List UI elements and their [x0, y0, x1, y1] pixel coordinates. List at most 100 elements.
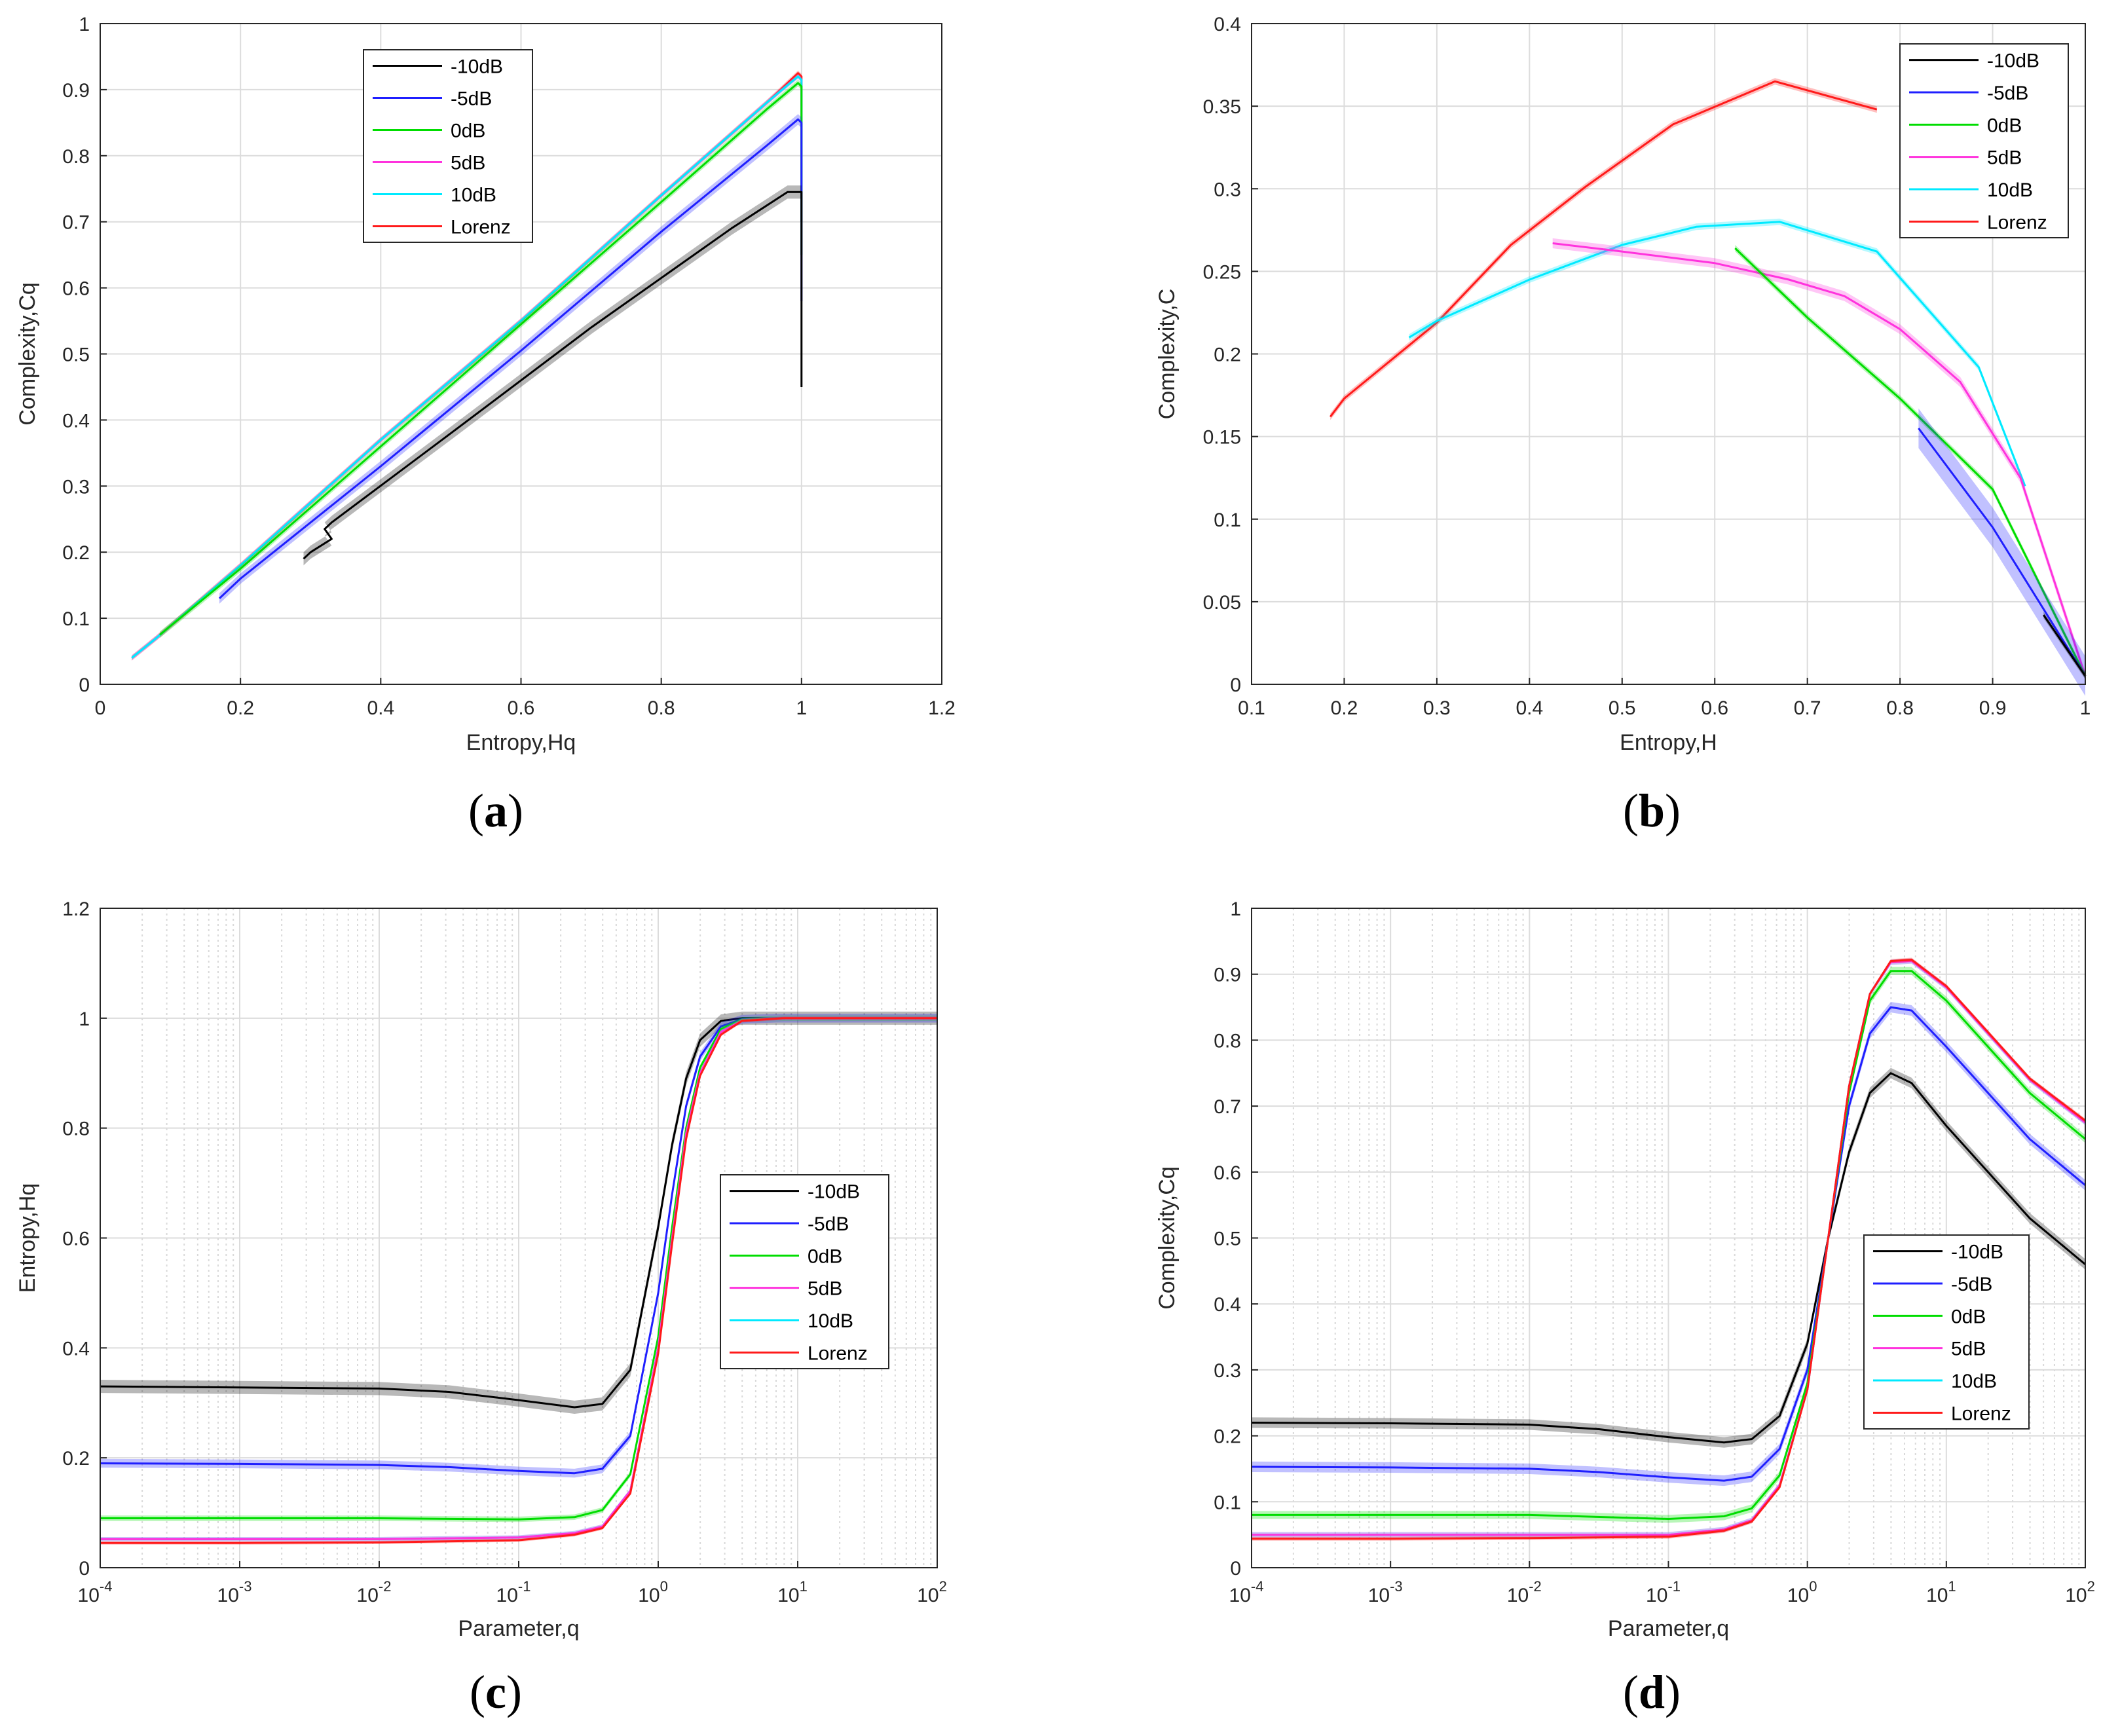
x-tick-label: 0.8: [1886, 697, 1914, 719]
tick-exponent: -2: [379, 1578, 392, 1595]
y-tick-label: 0.3: [62, 476, 90, 498]
y-axis-label: Entropy,Hq: [15, 1183, 40, 1293]
x-tick-label: 0.6: [508, 697, 535, 719]
y-tick-label: 1: [1230, 898, 1241, 920]
x-tick-label: 1: [796, 697, 807, 719]
panel-label-close: ): [1665, 1666, 1681, 1718]
legend-label: -10dB: [1951, 1242, 2003, 1263]
y-tick-label: 0.4: [1214, 14, 1241, 35]
x-tick-label: 0.5: [1609, 697, 1636, 719]
legend-label: -5dB: [808, 1213, 849, 1235]
y-tick-label: 0.25: [1203, 261, 1241, 283]
y-tick-label: 0.4: [62, 1338, 90, 1359]
tick-base: 10: [1229, 1585, 1251, 1606]
tick-exponent: -4: [1251, 1578, 1264, 1595]
x-tick-label: 100: [638, 1578, 668, 1606]
legend-item: 10dB: [1873, 1371, 1997, 1392]
legend-label: 10dB: [1987, 179, 2033, 201]
legend-item: 0dB: [1909, 115, 2022, 136]
y-tick-label: 0.1: [62, 608, 90, 630]
panel-label: (b): [1623, 785, 1681, 837]
x-tick-label: 10-3: [217, 1578, 252, 1606]
y-tick-label: 0: [79, 1558, 90, 1579]
x-tick-label: 0.9: [1979, 697, 2007, 719]
legend-item: 5dB: [1909, 147, 2022, 169]
legend-item: -10dB: [1909, 50, 2039, 72]
chart-panel-d: 10-4 10-3 10-2 10-1 100 101 10200.10.20.30.40.…: [1155, 898, 2095, 1718]
legend-label: Lorenz: [808, 1342, 868, 1364]
legend-item: Lorenz: [1873, 1403, 2011, 1424]
x-tick-label: 0.2: [1331, 697, 1358, 719]
legend-label: 0dB: [1987, 115, 2022, 136]
tick-base: 10: [357, 1585, 379, 1606]
x-tick-label: 10-1: [496, 1578, 531, 1606]
legend-box: [363, 49, 533, 243]
x-axis-label: Entropy,H: [1620, 730, 1717, 755]
x-tick-label: 0.4: [1516, 697, 1543, 719]
x-tick-labels: 0.1 0.2 0.3 0.4 0.5 0.6 0.7 0.8 0.9 1: [1238, 678, 2091, 719]
series-line: [100, 1017, 937, 1409]
x-tick-label: 0.3: [1423, 697, 1451, 719]
panel-label-letter: c: [485, 1666, 506, 1718]
legend-label: -10dB: [1987, 50, 2039, 72]
y-tick-label: 0: [1230, 674, 1241, 696]
x-tick-label: 0.8: [648, 697, 675, 719]
legend-item: -5dB: [730, 1213, 849, 1235]
y-axis-label: Complexity,Cq: [1155, 1166, 1180, 1310]
chart-panel-a: 0 0.2 0.4 0.6 0.8 1 1.200.10.20.30.40.50.60.70…: [15, 14, 956, 837]
panel-label-letter: a: [484, 785, 508, 837]
tick-exponent: 2: [939, 1578, 947, 1595]
legend-box: [720, 1174, 889, 1369]
legend-label: 10dB: [1951, 1371, 1997, 1392]
legend-label: Lorenz: [451, 217, 511, 238]
tick-exponent: -3: [1390, 1578, 1403, 1595]
tick-base: 10: [1646, 1585, 1667, 1606]
legend-item: Lorenz: [1909, 212, 2047, 233]
legend-item: -10dB: [373, 56, 503, 78]
series-line: [1251, 1072, 2086, 1444]
y-tick-labels: 0 0.05 0.1 0.15 0.2 0.25 0.3 0.35 0.4: [1203, 14, 1258, 696]
x-tick-label: 0.7: [1794, 697, 1821, 719]
y-tick-labels: 0 0.1 0.2 0.3 0.4 0.5 0.6 0.7 0.8 0.9 1: [62, 14, 107, 696]
x-tick-label: 10-2: [357, 1578, 392, 1606]
y-tick-label: 0.6: [62, 278, 90, 300]
tick-base: 10: [1787, 1585, 1809, 1606]
y-tick-label: 0.8: [62, 1118, 90, 1140]
y-tick-label: 1: [79, 1008, 90, 1030]
legend-label: 5dB: [808, 1278, 842, 1300]
legend-label: Lorenz: [1951, 1403, 2011, 1424]
panel-label-open: (: [468, 785, 484, 837]
chart-panel-b: 0.1 0.2 0.3 0.4 0.5 0.6 0.7 0.8 0.9 1 0 0.05 0.1 0.15…: [1155, 14, 2091, 837]
legend-item: 5dB: [1873, 1339, 1986, 1360]
legend-box: [1863, 1234, 2030, 1430]
tick-exponent: -1: [518, 1578, 531, 1595]
series-group: [1251, 957, 2086, 1541]
x-tick-labels: 10-4 10-3 10-2 10-1 100 101 102: [1229, 1561, 2095, 1606]
y-tick-label: 0.7: [62, 212, 90, 234]
legend-item: Lorenz: [730, 1342, 868, 1364]
legend-label: 5dB: [451, 153, 485, 174]
legend-item: Lorenz: [373, 217, 511, 238]
x-tick-labels: 10-4 10-3 10-2 10-1 100 101 102: [78, 1561, 947, 1606]
panel-label-close: ): [506, 1666, 522, 1718]
y-tick-labels: 0 0.2 0.4 0.6 0.8 1 1.2: [62, 898, 107, 1579]
x-axis-label: Entropy,Hq: [466, 730, 576, 755]
x-tick-label: 100: [1787, 1578, 1817, 1606]
legend-item: 5dB: [730, 1278, 842, 1300]
panel-label-close: ): [1665, 785, 1681, 837]
legend-label: Lorenz: [1987, 212, 2047, 233]
tick-base: 10: [217, 1585, 239, 1606]
legend: -10dB -5dB 0dB 5dB 10dB Lorenz: [720, 1174, 889, 1369]
x-tick-label: 10-2: [1507, 1578, 1542, 1606]
panel-label-open: (: [470, 1666, 485, 1718]
series-group: [100, 1011, 938, 1545]
y-axis-label: Complexity,C: [1155, 289, 1180, 420]
y-tick-label: 0.3: [1214, 1360, 1241, 1382]
legend-label: -5dB: [1987, 83, 2028, 104]
y-tick-label: 0.05: [1203, 592, 1241, 614]
tick-exponent: -4: [100, 1578, 113, 1595]
tick-exponent: 2: [2087, 1578, 2095, 1595]
panel-label-open: (: [1623, 1666, 1639, 1718]
chart-panel-c: 10-4 10-3 10-2 10-1 100 101 10200.20.40.60.811…: [15, 898, 947, 1718]
